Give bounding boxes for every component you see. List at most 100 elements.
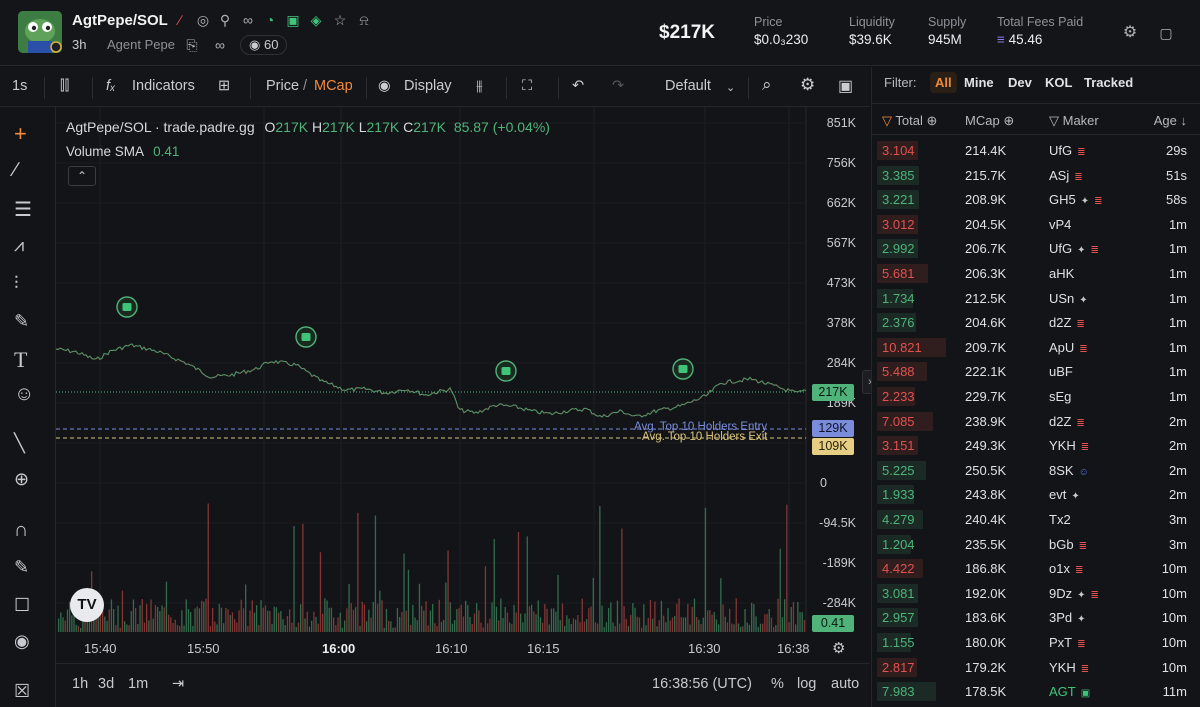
maker-id[interactable]: ApU bbox=[1049, 339, 1075, 355]
pattern-icon[interactable]: ⩘ bbox=[14, 235, 25, 255]
column-maker[interactable]: ▽ Maker bbox=[1049, 113, 1099, 129]
trade-row[interactable]: 5.488 222.1K uBF 1m bbox=[872, 359, 1200, 384]
settings-icon[interactable]: ⚙ bbox=[800, 75, 816, 94]
trade-row[interactable]: 1.204 235.5K bGb ≣ 3m bbox=[872, 532, 1200, 557]
copy-icon[interactable]: ⎘ bbox=[186, 37, 198, 53]
trade-row[interactable]: 5.681 206.3K aHK 1m bbox=[872, 261, 1200, 286]
maker-id[interactable]: d2Z bbox=[1049, 413, 1072, 429]
trash-icon[interactable]: ☒ bbox=[14, 681, 31, 701]
forecast-icon[interactable]: ⫶ bbox=[14, 273, 19, 293]
brush-icon[interactable]: ✎ bbox=[14, 311, 30, 331]
tradingview-logo-icon[interactable]: TV bbox=[70, 588, 104, 622]
trade-maker[interactable]: bGb ≣ bbox=[1049, 537, 1087, 552]
maker-id[interactable]: uBF bbox=[1049, 364, 1073, 380]
mcap-toggle[interactable]: MCap bbox=[314, 78, 353, 94]
trade-maker[interactable]: uBF bbox=[1049, 364, 1073, 379]
bell-icon[interactable]: ⍾ bbox=[359, 12, 369, 28]
templates-icon[interactable]: ⊞ bbox=[218, 78, 231, 94]
trade-row[interactable]: 7.983 178.5K AGT ▣ 11m bbox=[872, 679, 1200, 704]
trendline-icon[interactable]: ∕ bbox=[14, 159, 18, 181]
maker-id[interactable]: 8SK bbox=[1049, 462, 1074, 478]
pump-icon[interactable]: ∕ bbox=[178, 12, 182, 28]
trade-maker[interactable]: sEg bbox=[1049, 389, 1071, 404]
interval-button[interactable]: 1s bbox=[12, 78, 28, 94]
eye-icon[interactable]: ◉ bbox=[378, 78, 391, 94]
bot-icon[interactable]: ▣ bbox=[286, 12, 300, 28]
trade-row[interactable]: 4.279 240.4K Tx2 3m bbox=[872, 507, 1200, 532]
trade-row[interactable]: 5.225 250.5K 8SK ☺ 2m bbox=[872, 458, 1200, 483]
trade-maker[interactable]: YKH ≣ bbox=[1049, 660, 1089, 675]
trade-maker[interactable]: UfG ✦ ≣ bbox=[1049, 241, 1099, 256]
trade-row[interactable]: 3.104 214.4K UfG ≣ 29s bbox=[872, 138, 1200, 163]
display-button[interactable]: Display bbox=[404, 78, 452, 94]
lock-icon[interactable]: ☐ bbox=[14, 595, 31, 615]
chart-pie-icon[interactable]: ◔ bbox=[265, 12, 275, 28]
token-logo[interactable] bbox=[18, 11, 62, 53]
link-icon[interactable]: ∞ bbox=[215, 37, 225, 53]
zoom-in-icon[interactable]: ⊕ bbox=[14, 469, 30, 489]
maker-id[interactable]: UfG bbox=[1049, 143, 1073, 158]
ruler-icon[interactable]: ╲ bbox=[14, 433, 25, 453]
trade-maker[interactable]: 3Pd ✦ bbox=[1049, 610, 1086, 625]
maker-id[interactable]: aHK bbox=[1049, 266, 1075, 281]
maker-id[interactable]: YKH bbox=[1049, 659, 1076, 675]
trade-maker[interactable]: UfG ≣ bbox=[1049, 143, 1086, 158]
fib-lines-icon[interactable]: ☰ bbox=[14, 199, 32, 221]
filter-all[interactable]: All bbox=[930, 72, 957, 93]
column-mcap[interactable]: MCap ⊕ bbox=[965, 113, 1014, 129]
filter-mine[interactable]: Mine bbox=[964, 75, 994, 90]
crosshair-icon[interactable]: + bbox=[14, 121, 27, 146]
trade-row[interactable]: 3.081 192.0K 9Dz ✦ ≣ 10m bbox=[872, 581, 1200, 606]
trade-maker[interactable]: GH5 ✦ ≣ bbox=[1049, 192, 1103, 207]
text-tool-icon[interactable]: T bbox=[14, 347, 28, 372]
percent-toggle[interactable]: % bbox=[771, 676, 784, 692]
maker-id[interactable]: o1x bbox=[1049, 561, 1070, 577]
trade-row[interactable]: 2.957 183.6K 3Pd ✦ 10m bbox=[872, 605, 1200, 630]
trade-row[interactable]: 3.221 208.9K GH5 ✦ ≣ 58s bbox=[872, 187, 1200, 212]
trade-maker[interactable]: AGT ▣ bbox=[1049, 684, 1090, 699]
filter-tracked[interactable]: Tracked bbox=[1084, 75, 1134, 90]
maker-id[interactable]: ASj bbox=[1049, 167, 1070, 183]
trade-row[interactable]: 3.385 215.7K ASj ≣ 51s bbox=[872, 163, 1200, 188]
price-chart[interactable]: AgtPepe/SOL · trade.padre.gg O217K H217K… bbox=[56, 107, 870, 663]
trade-row[interactable]: 2.376 204.6K d2Z ≣ 1m bbox=[872, 310, 1200, 335]
maker-id[interactable]: bGb bbox=[1049, 536, 1074, 552]
range-button[interactable]: 1m bbox=[128, 676, 149, 692]
utc-clock[interactable]: 16:38:56 (UTC) bbox=[652, 676, 752, 692]
maker-id[interactable]: sEg bbox=[1049, 389, 1072, 404]
globe-icon[interactable]: ◎ bbox=[196, 12, 210, 28]
trade-maker[interactable]: ApU ≣ bbox=[1049, 340, 1088, 355]
filter-kol[interactable]: KOL bbox=[1045, 75, 1073, 90]
chart-canvas[interactable] bbox=[56, 107, 870, 663]
date-range-icon[interactable]: ⇥ bbox=[172, 676, 185, 692]
trade-maker[interactable]: evt ✦ bbox=[1049, 487, 1080, 502]
collapse-legend-button[interactable]: ⌃ bbox=[68, 166, 96, 186]
maker-id[interactable]: GH5 bbox=[1049, 192, 1076, 208]
chevron-down-icon[interactable]: ⌄ bbox=[726, 82, 736, 94]
price-toggle[interactable]: Price bbox=[266, 78, 300, 94]
trade-maker[interactable]: ASj ≣ bbox=[1049, 168, 1083, 183]
trade-maker[interactable]: o1x ≣ bbox=[1049, 561, 1083, 576]
candle-type-icon[interactable]: ⫿⫿ bbox=[60, 78, 70, 94]
chart-settings-icon[interactable]: ⚙ bbox=[832, 640, 846, 657]
maker-id[interactable]: evt bbox=[1049, 487, 1067, 503]
auto-toggle[interactable]: auto bbox=[831, 676, 860, 692]
trade-maker[interactable]: d2Z ≣ bbox=[1049, 414, 1085, 429]
column-total[interactable]: ▽ Total ⊕ bbox=[882, 113, 937, 129]
sliders-icon[interactable]: ⫵ bbox=[476, 78, 483, 94]
filter-dev[interactable]: Dev bbox=[1008, 75, 1032, 90]
search-icon[interactable]: ⚲ bbox=[219, 12, 231, 28]
layout-select[interactable]: Default bbox=[665, 78, 711, 94]
maker-id[interactable]: YKH bbox=[1049, 438, 1076, 454]
trade-maker[interactable]: Tx2 bbox=[1049, 512, 1071, 527]
trade-row[interactable]: 4.422 186.8K o1x ≣ 10m bbox=[872, 556, 1200, 581]
settings-icon[interactable]: ⚙ bbox=[1122, 24, 1138, 41]
maker-id[interactable]: d2Z bbox=[1049, 315, 1072, 331]
range-button[interactable]: 1h bbox=[72, 676, 89, 692]
bot-alt-icon[interactable]: ◈ bbox=[310, 12, 322, 28]
maker-id[interactable]: PxT bbox=[1049, 635, 1073, 650]
range-button[interactable]: 3d bbox=[98, 676, 115, 692]
fx-icon[interactable]: fₓ bbox=[106, 78, 116, 94]
trade-row[interactable]: 1.734 212.5K USn ✦ 1m bbox=[872, 286, 1200, 311]
magnet-icon[interactable]: ∩ bbox=[14, 519, 29, 541]
